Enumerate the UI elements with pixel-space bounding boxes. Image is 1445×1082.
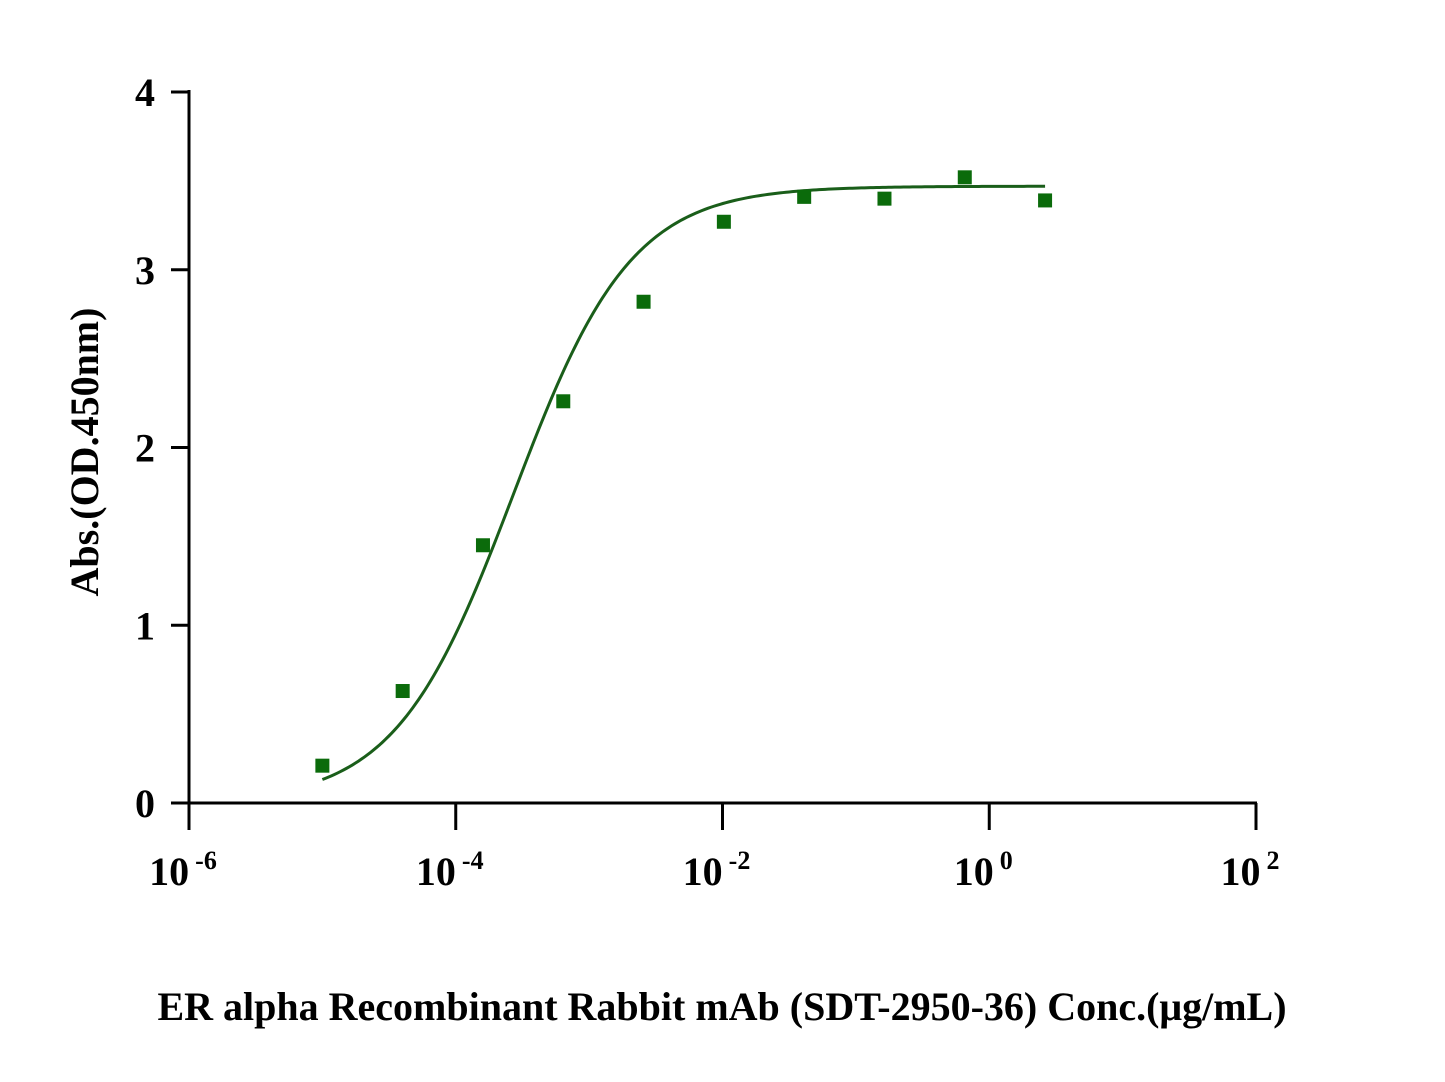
- y-tick-label: 0: [135, 781, 155, 826]
- x-tick-exponent: -4: [462, 846, 484, 875]
- data-point: [636, 294, 651, 309]
- data-point: [716, 214, 731, 229]
- y-ticks: 0 1 2 3 4: [135, 70, 189, 826]
- x-tick-label: 10 2: [1221, 846, 1280, 894]
- x-tick-base: 10: [954, 849, 994, 894]
- y-tick-label: 4: [135, 70, 155, 115]
- axes: [187, 90, 1257, 805]
- y-tick-label: 3: [135, 248, 155, 293]
- data-point: [1038, 193, 1053, 208]
- x-tick-exponent: -2: [729, 846, 751, 875]
- fit-curve: [321, 184, 1046, 781]
- x-tick-base: 10: [683, 849, 723, 894]
- x-axis-title: ER alpha Recombinant Rabbit mAb (SDT-295…: [157, 984, 1286, 1029]
- y-axis-title: Abs.(OD.450nm): [62, 308, 107, 597]
- data-point: [395, 684, 410, 699]
- data-point: [475, 538, 490, 553]
- x-tick-base: 10: [149, 849, 189, 894]
- data-points: [315, 170, 1053, 773]
- data-point: [957, 170, 972, 185]
- data-point: [797, 189, 812, 204]
- y-tick-label: 2: [135, 426, 155, 471]
- x-tick-exponent: -6: [195, 846, 217, 875]
- x-ticks: 10 -6 10 -4 10 -2 10 0 10 2: [149, 803, 1280, 894]
- x-tick-label: 10 -6: [149, 846, 217, 894]
- x-tick-label: 10 0: [954, 846, 1013, 894]
- x-tick-label: 10 -2: [683, 846, 751, 894]
- data-point: [315, 758, 330, 773]
- x-tick-base: 10: [416, 849, 456, 894]
- x-tick-base: 10: [1221, 849, 1261, 894]
- data-point: [556, 394, 571, 409]
- x-tick-exponent: 0: [1000, 846, 1013, 875]
- x-tick-exponent: 2: [1267, 846, 1280, 875]
- x-tick-label: 10 -4: [416, 846, 484, 894]
- y-tick-label: 1: [135, 603, 155, 648]
- data-point: [877, 191, 892, 206]
